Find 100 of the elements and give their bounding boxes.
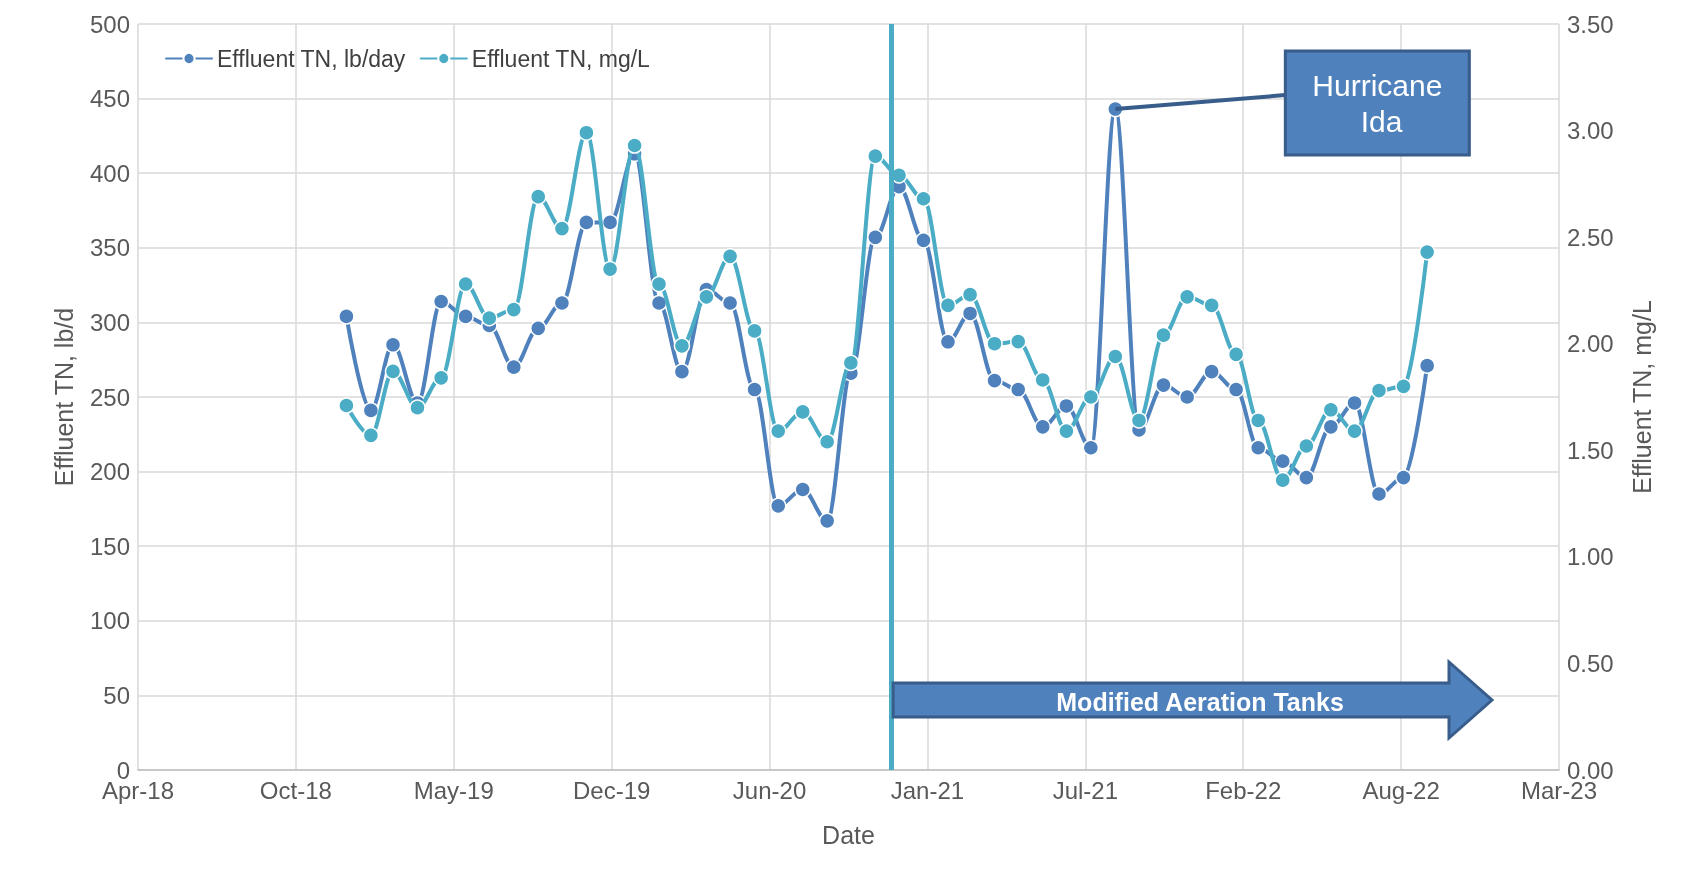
x-axis-title: Date bbox=[822, 820, 875, 849]
point bbox=[1010, 333, 1027, 350]
y-tick-label: 100 bbox=[89, 607, 130, 635]
point bbox=[530, 320, 547, 337]
point bbox=[1346, 422, 1363, 440]
point bbox=[673, 363, 691, 380]
annotation: Hurricane Ida bbox=[1312, 68, 1443, 138]
point bbox=[698, 288, 715, 306]
point bbox=[818, 512, 836, 530]
point bbox=[939, 297, 957, 314]
point bbox=[1322, 401, 1340, 419]
point bbox=[1227, 346, 1245, 363]
x-tick-label: Jul-21 bbox=[1052, 776, 1119, 804]
point bbox=[818, 433, 836, 451]
point bbox=[1370, 485, 1388, 503]
y2-tick-label: 1.00 bbox=[1567, 543, 1614, 571]
point bbox=[842, 354, 860, 372]
x-tick-label: Feb-22 bbox=[1205, 776, 1282, 804]
y2-axis-title: Effluent TN, mg/L bbox=[1627, 300, 1656, 494]
point bbox=[1418, 357, 1436, 374]
point bbox=[1082, 439, 1100, 456]
x-tick-label: Dec-19 bbox=[572, 776, 651, 804]
point bbox=[939, 333, 957, 351]
x-tick-label: Aug-22 bbox=[1362, 776, 1440, 804]
point bbox=[432, 293, 450, 310]
point bbox=[553, 220, 571, 237]
point bbox=[1178, 388, 1196, 406]
point bbox=[770, 497, 787, 515]
point bbox=[1203, 363, 1220, 380]
point bbox=[961, 286, 979, 303]
point bbox=[1249, 412, 1267, 429]
point bbox=[915, 232, 932, 249]
x-tick-label: Oct-18 bbox=[259, 776, 332, 804]
point bbox=[601, 214, 619, 231]
point bbox=[986, 372, 1003, 389]
point bbox=[1107, 348, 1124, 365]
y2-tick-label: 2.00 bbox=[1567, 330, 1614, 358]
legend-label: Effluent TN, lb/day bbox=[217, 45, 406, 72]
y2-tick-label: 0.50 bbox=[1567, 649, 1614, 677]
y2-tick-label: 3.50 bbox=[1567, 10, 1614, 38]
point bbox=[650, 294, 668, 312]
point bbox=[1155, 376, 1172, 394]
point bbox=[553, 294, 571, 312]
point bbox=[721, 294, 739, 312]
point bbox=[1370, 382, 1388, 399]
point bbox=[673, 337, 691, 355]
point bbox=[1130, 412, 1148, 429]
y-tick-label: 200 bbox=[89, 458, 130, 486]
point bbox=[384, 336, 402, 354]
point bbox=[721, 248, 739, 265]
point bbox=[505, 358, 523, 376]
point bbox=[746, 381, 763, 398]
y-axis-title: Effluent TN, lb/d bbox=[49, 307, 78, 487]
annotation: Modified Aeration Tanks bbox=[1056, 688, 1344, 716]
point bbox=[770, 422, 787, 440]
point bbox=[915, 190, 932, 208]
point bbox=[457, 308, 474, 325]
point bbox=[1155, 326, 1172, 344]
point bbox=[867, 229, 884, 246]
y-tick-label: 500 bbox=[89, 10, 130, 38]
legend-label: Effluent TN, mg/L bbox=[471, 45, 651, 72]
point bbox=[794, 481, 811, 498]
point bbox=[1058, 397, 1075, 415]
point bbox=[1178, 288, 1196, 306]
point bbox=[384, 363, 402, 380]
point bbox=[432, 369, 450, 387]
point bbox=[578, 214, 595, 231]
point bbox=[1058, 422, 1075, 440]
point bbox=[530, 188, 547, 205]
y2-tick-label: 2.50 bbox=[1567, 223, 1614, 251]
point bbox=[626, 137, 643, 154]
point bbox=[746, 322, 763, 340]
point bbox=[1395, 469, 1412, 486]
point bbox=[362, 427, 380, 444]
point bbox=[601, 260, 619, 278]
point bbox=[1082, 388, 1100, 406]
y-tick-label: 150 bbox=[89, 532, 130, 560]
point bbox=[505, 301, 523, 318]
point bbox=[457, 275, 474, 293]
y-tick-label: 450 bbox=[89, 85, 130, 113]
point bbox=[1418, 243, 1436, 261]
point bbox=[578, 124, 595, 141]
x-tick-label: May-19 bbox=[413, 776, 494, 804]
point bbox=[1203, 297, 1220, 314]
point bbox=[481, 309, 498, 327]
point bbox=[794, 403, 811, 421]
y-tick-label: 250 bbox=[89, 383, 130, 411]
point bbox=[362, 402, 380, 419]
point bbox=[1395, 378, 1412, 395]
y-tick-label: 400 bbox=[89, 159, 130, 187]
point bbox=[1227, 381, 1245, 398]
point bbox=[1346, 394, 1363, 412]
point bbox=[961, 305, 979, 322]
point bbox=[409, 399, 426, 416]
point bbox=[1298, 437, 1315, 455]
y2-tick-label: 1.50 bbox=[1567, 436, 1614, 464]
point bbox=[1274, 452, 1291, 470]
y-tick-label: 300 bbox=[89, 308, 130, 336]
point bbox=[1322, 418, 1340, 436]
point bbox=[1034, 371, 1051, 389]
